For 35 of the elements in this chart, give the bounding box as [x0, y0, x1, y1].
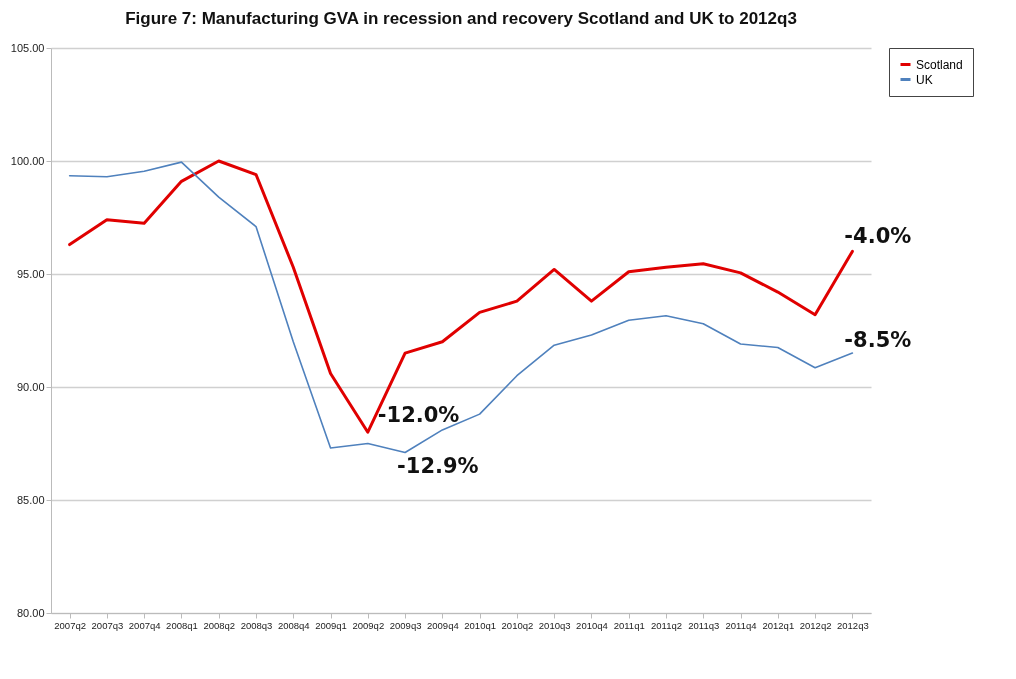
- legend-label: Scotland: [916, 57, 963, 72]
- x-tick-label: 2012q3: [837, 619, 869, 631]
- x-tick-label: 2008q2: [203, 619, 236, 631]
- x-tick-label: 2012q1: [762, 619, 795, 631]
- legend-label: UK: [916, 72, 933, 87]
- annotation: -12.9%: [397, 453, 479, 478]
- x-tick-label: 2008q1: [166, 619, 198, 631]
- x-tick-label: 2007q2: [54, 619, 86, 631]
- y-tick-label: 85.00: [16, 493, 45, 506]
- x-tick-label: 2009q3: [389, 619, 422, 631]
- x-tick-label: 2009q4: [427, 619, 459, 631]
- x-tick-label: 2010q3: [538, 619, 571, 631]
- y-tick-label: 80.00: [16, 606, 45, 619]
- chart-title: Figure 7: Manufacturing GVA in recession and recovery Scotland and UK to 2012q3: [125, 9, 797, 28]
- annotation: -12.0%: [377, 403, 460, 428]
- x-tick-label: 2007q4: [128, 619, 161, 631]
- x-tick-label: 2009q2: [352, 619, 385, 631]
- y-tick-label: 90.00: [16, 380, 45, 393]
- x-tick-label: 2012q2: [799, 619, 832, 631]
- annotation: -8.5%: [844, 328, 912, 353]
- x-tick-label: 2010q4: [576, 619, 608, 631]
- x-tick-label: 2011q4: [725, 619, 757, 631]
- x-tick-label: 2008q4: [277, 619, 310, 631]
- x-tick-label: 2009q1: [315, 619, 347, 631]
- y-tick-label: 100.00: [10, 154, 45, 167]
- x-tick-label: 2011q2: [651, 619, 682, 631]
- y-tick-label: 105.00: [10, 41, 45, 54]
- x-tick-label: 2008q3: [240, 619, 273, 631]
- annotation: -4.0%: [844, 224, 912, 249]
- x-tick-label: 2011q3: [688, 619, 720, 631]
- x-tick-label: 2010q2: [501, 619, 534, 631]
- x-tick-label: 2011q1: [613, 619, 645, 631]
- y-tick-label: 95.00: [16, 267, 45, 280]
- x-tick-label: 2010q1: [464, 619, 496, 631]
- x-tick-label: 2007q3: [91, 619, 124, 631]
